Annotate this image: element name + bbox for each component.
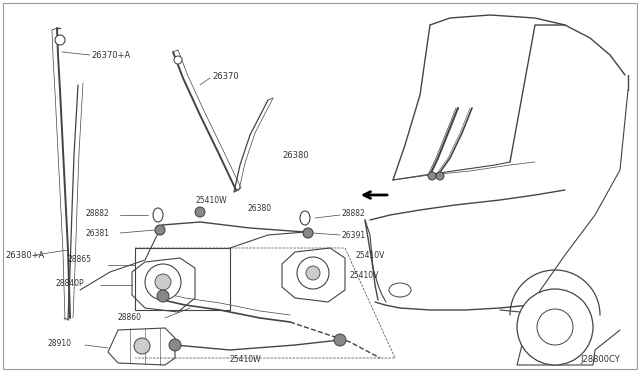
Text: 28840P: 28840P xyxy=(55,279,84,288)
Circle shape xyxy=(297,257,329,289)
Text: 25410V: 25410V xyxy=(350,270,380,279)
Circle shape xyxy=(306,266,320,280)
Ellipse shape xyxy=(153,208,163,222)
Text: 26380+A: 26380+A xyxy=(5,250,44,260)
Text: 26380: 26380 xyxy=(282,151,308,160)
Circle shape xyxy=(155,225,165,235)
Text: J28800CY: J28800CY xyxy=(580,356,620,365)
Circle shape xyxy=(428,172,436,180)
Text: 28860: 28860 xyxy=(118,314,142,323)
Text: 26391: 26391 xyxy=(342,231,366,240)
Circle shape xyxy=(195,207,205,217)
Circle shape xyxy=(157,290,169,302)
Circle shape xyxy=(303,228,313,238)
Text: 28882: 28882 xyxy=(342,208,365,218)
Circle shape xyxy=(134,338,150,354)
Ellipse shape xyxy=(389,283,411,297)
Circle shape xyxy=(334,334,346,346)
Circle shape xyxy=(537,309,573,345)
Text: 25410V: 25410V xyxy=(355,250,385,260)
Circle shape xyxy=(145,264,181,300)
Circle shape xyxy=(169,339,181,351)
Text: 28910: 28910 xyxy=(48,339,72,347)
Circle shape xyxy=(55,35,65,45)
Text: 26370+A: 26370+A xyxy=(91,51,131,60)
Text: 26370: 26370 xyxy=(212,71,239,80)
Text: 25410W: 25410W xyxy=(230,356,262,365)
Text: 26380: 26380 xyxy=(248,203,272,212)
Text: 26381: 26381 xyxy=(85,228,109,237)
Text: 28882: 28882 xyxy=(85,208,109,218)
Ellipse shape xyxy=(300,211,310,225)
Text: 28865: 28865 xyxy=(68,256,92,264)
Text: 25410W: 25410W xyxy=(195,196,227,205)
Circle shape xyxy=(517,289,593,365)
Circle shape xyxy=(155,274,171,290)
Circle shape xyxy=(174,56,182,64)
Circle shape xyxy=(436,172,444,180)
